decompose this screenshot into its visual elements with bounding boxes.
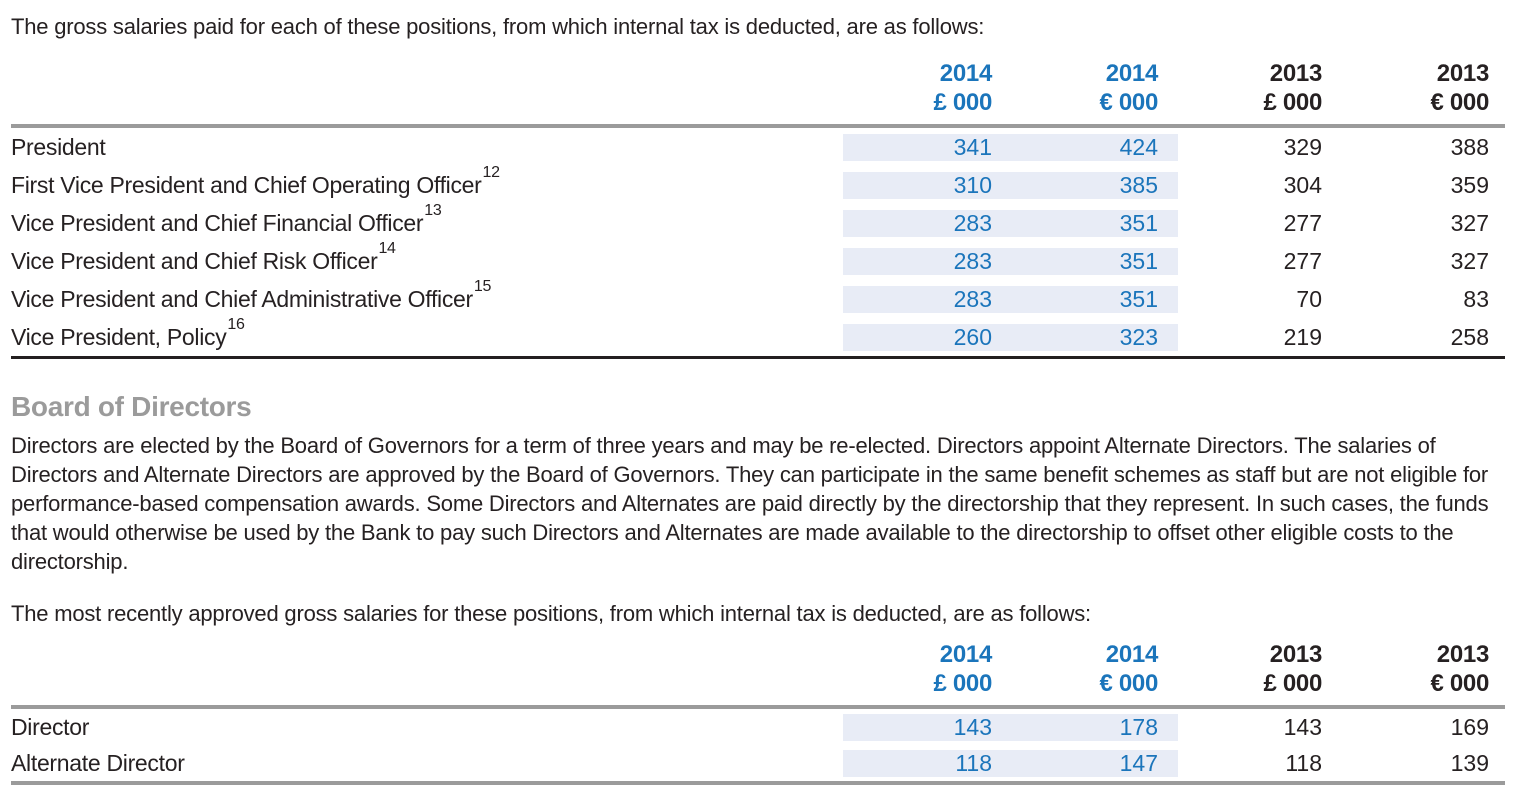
board-of-directors-paragraph: Directors are elected by the Board of Go… [11,433,1489,574]
column-header-2013-gbp: 2013 £ 000 [1178,59,1335,117]
cell-2014-eur: 351 [1011,209,1178,237]
row-label: Vice President and Chief Administrative … [11,278,843,313]
cell-2013-eur: 169 [1450,713,1489,740]
column-header-2013-gbp: 2013 £ 000 [1178,640,1335,698]
header-unit: € 000 [1099,89,1158,116]
footnote-ref: 14 [378,239,396,257]
table-row-president: President 341 424 329 388 [11,128,1505,166]
row-label: Vice President and Chief Financial Offic… [11,202,843,237]
cell-2014-gbp: 310 [843,171,1011,199]
row-label-text: Director [11,713,90,740]
column-header-2014-eur: 2014 € 000 [1011,59,1178,117]
header-year: 2013 [1269,641,1323,668]
row-label: Alternate Director [11,750,843,777]
cell-2014-eur: 178 [1011,713,1178,741]
cell-2014-gbp: 283 [843,209,1011,237]
row-label: President [11,134,843,161]
row-label: Director [11,714,843,741]
cell-2014-gbp: 118 [843,749,1011,777]
cell-2013-eur: 83 [1463,285,1489,312]
cell-2013-gbp: 118 [1285,749,1322,776]
cell-2014-eur: 323 [1011,323,1178,351]
column-header-2013-eur: 2013 € 000 [1335,640,1505,698]
cell-2013-gbp: 304 [1283,171,1322,198]
table-row-director: Director 143 178 143 169 [11,709,1505,745]
cell-2014-eur: 351 [1011,247,1178,275]
intro-text-director-salaries: The most recently approved gross salarie… [11,601,1091,626]
cell-2013-gbp: 219 [1283,323,1322,350]
table-director-salaries: 2014 £ 000 2014 € 000 2013 £ 000 2013 € … [11,640,1505,785]
row-label: Vice President, Policy16 [11,316,843,351]
intro-text-salaries: The gross salaries paid for each of thes… [11,14,985,39]
cell-2014-eur: 351 [1011,285,1178,313]
cell-2014-eur: 424 [1011,133,1178,161]
cell-2013-gbp: 143 [1283,713,1322,740]
header-year: 2014 [1105,641,1159,668]
cell-2014-gbp: 260 [843,323,1011,351]
cell-2013-eur: 359 [1450,171,1489,198]
table-row-vp-policy: Vice President, Policy16 260 323 219 258 [11,316,1505,356]
table-executive-salaries: 2014 £ 000 2014 € 000 2013 £ 000 2013 € … [11,59,1505,359]
cell-2013-eur: 258 [1450,323,1489,350]
header-year: 2013 [1436,641,1490,668]
column-header-2014-eur: 2014 € 000 [1011,640,1178,698]
cell-2014-eur: 385 [1011,171,1178,199]
table-header-row: 2014 £ 000 2014 € 000 2013 £ 000 2013 € … [11,59,1505,124]
cell-2013-gbp: 329 [1283,133,1322,160]
row-label: First Vice President and Chief Operating… [11,164,843,199]
row-label-text: Vice President and Chief Risk Officer [11,247,378,274]
table-row-alternate-director: Alternate Director 118 147 118 139 [11,745,1505,781]
column-header-2013-eur: 2013 € 000 [1335,59,1505,117]
row-label-text: Vice President and Chief Financial Offic… [11,209,424,236]
table-row-vp-cro: Vice President and Chief Risk Officer14 … [11,240,1505,280]
cell-2013-eur: 327 [1450,247,1489,274]
section-heading-board-of-directors: Board of Directors [11,391,252,422]
header-unit: € 000 [1099,670,1158,697]
footnote-ref: 12 [482,163,501,181]
table-row-vp-cao: Vice President and Chief Administrative … [11,278,1505,318]
header-unit: € 000 [1430,89,1489,116]
header-unit: £ 000 [1263,89,1322,116]
cell-2013-eur: 327 [1450,209,1489,236]
column-header-2014-gbp: 2014 £ 000 [843,640,1011,698]
header-year: 2014 [1105,60,1159,87]
table-body: President 341 424 329 388 First Vice Pre… [11,124,1505,359]
cell-2013-gbp: 277 [1283,247,1322,274]
header-unit: £ 000 [1263,670,1322,697]
header-unit: € 000 [1430,670,1489,697]
header-unit: £ 000 [933,89,992,116]
column-header-2014-gbp: 2014 £ 000 [843,59,1011,117]
table-body: Director 143 178 143 169 Alternate Direc… [11,705,1505,785]
row-label: Vice President and Chief Risk Officer14 [11,240,843,275]
cell-2014-gbp: 143 [843,713,1011,741]
table-header-row: 2014 £ 000 2014 € 000 2013 £ 000 2013 € … [11,640,1505,705]
cell-2014-gbp: 283 [843,285,1011,313]
footnote-ref: 16 [227,315,245,333]
cell-2013-eur: 139 [1450,749,1489,776]
header-year: 2014 [939,60,993,87]
cell-2013-gbp: 70 [1296,285,1322,312]
cell-2014-eur: 147 [1011,749,1178,777]
row-label-text: First Vice President and Chief Operating… [11,171,482,198]
table-row-vp-cfo: Vice President and Chief Financial Offic… [11,202,1505,242]
row-label-text: Vice President, Policy [11,323,227,350]
cell-2014-gbp: 283 [843,247,1011,275]
footnote-ref: 15 [473,277,492,295]
row-label-text: President [11,133,106,160]
footnote-ref: 13 [424,201,442,219]
cell-2014-gbp: 341 [843,133,1011,161]
cell-2013-gbp: 277 [1283,209,1322,236]
header-year: 2013 [1436,60,1490,87]
table-row-first-vp-coo: First Vice President and Chief Operating… [11,164,1505,204]
header-year: 2014 [939,641,993,668]
cell-2013-eur: 388 [1450,133,1489,160]
row-label-text: Vice President and Chief Administrative … [11,285,473,312]
header-year: 2013 [1269,60,1323,87]
header-unit: £ 000 [933,670,992,697]
row-label-text: Alternate Director [11,749,185,776]
